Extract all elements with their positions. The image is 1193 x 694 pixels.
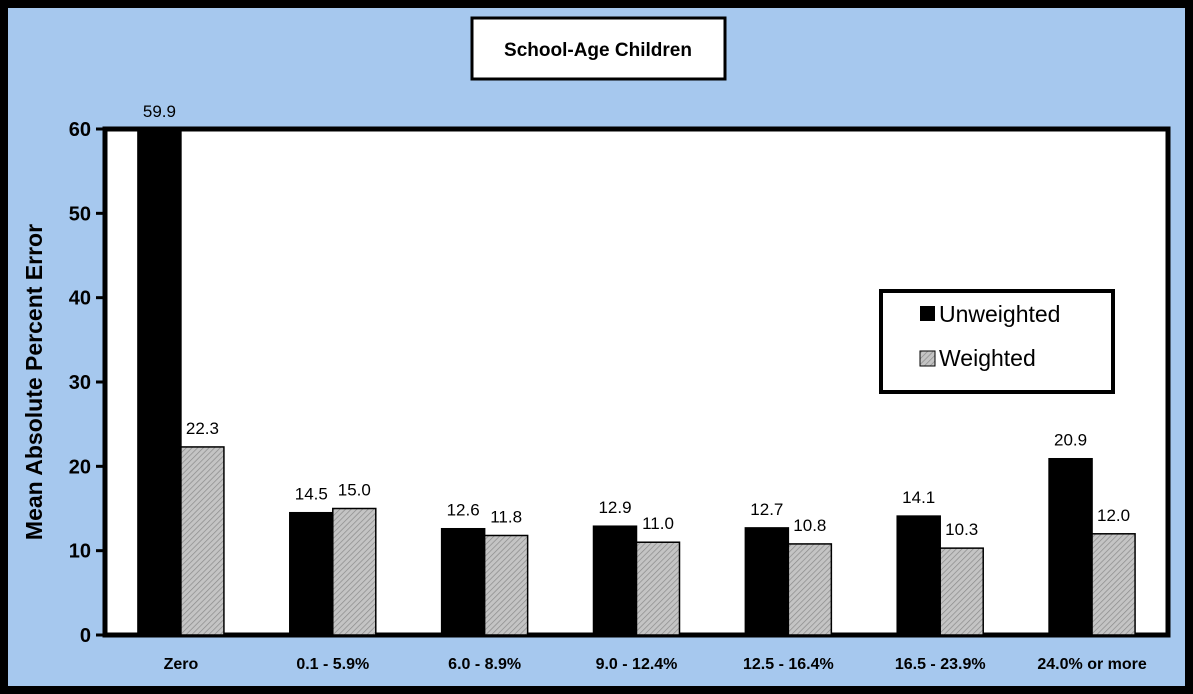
value-label-weighted: 10.3 — [945, 520, 978, 539]
y-axis: 0 10 20 30 40 50 60 — [69, 119, 105, 647]
legend-label-weighted: Weighted — [939, 345, 1036, 371]
bar-unweighted — [896, 515, 941, 636]
bar-weighted — [787, 543, 833, 636]
bar-unweighted — [744, 527, 790, 636]
y-tick-label: 60 — [69, 119, 91, 141]
legend: Unweighted Weighted — [879, 289, 1115, 394]
value-label-weighted: 11.0 — [642, 514, 674, 533]
y-tick-label: 0 — [80, 625, 91, 647]
value-label-weighted: 11.8 — [490, 507, 522, 526]
bar-unweighted — [137, 129, 182, 636]
bar-weighted — [1091, 533, 1136, 636]
bar-weighted — [635, 541, 681, 636]
x-tick-label: 24.0% or more — [1037, 656, 1146, 673]
value-label-unweighted: 12.6 — [447, 501, 480, 520]
x-tick-label: 16.5 - 23.9% — [895, 656, 986, 673]
value-label-weighted: 15.0 — [338, 481, 371, 500]
value-label-unweighted: 12.9 — [598, 498, 631, 517]
bar-weighted — [180, 446, 225, 636]
value-label-unweighted: 14.1 — [902, 488, 935, 507]
bar-unweighted — [1048, 457, 1093, 636]
bar-unweighted — [592, 525, 638, 636]
x-tick-label: 0.1 - 5.9% — [296, 656, 369, 673]
y-tick-label: 40 — [69, 288, 91, 310]
x-tick-label: 6.0 - 8.9% — [448, 656, 521, 673]
x-tick-label: 12.5 - 16.4% — [743, 656, 834, 673]
bar-unweighted — [440, 527, 486, 636]
x-tick-label: Zero — [164, 656, 199, 673]
legend-swatch-unweighted — [920, 306, 935, 321]
y-tick-label: 10 — [69, 541, 91, 563]
legend-swatch-weighted — [919, 350, 936, 367]
title-box: School-Age Children — [470, 16, 727, 81]
y-tick-label: 30 — [69, 372, 91, 394]
value-label-unweighted: 12.7 — [750, 500, 783, 519]
bars — [137, 129, 1136, 636]
value-label-unweighted: 59.9 — [143, 102, 176, 121]
legend-box — [879, 289, 1115, 394]
value-label-unweighted: 14.5 — [295, 485, 328, 504]
bar-unweighted — [289, 511, 334, 636]
value-label-unweighted: 20.9 — [1054, 431, 1087, 450]
y-tick-label: 20 — [69, 456, 91, 478]
bar-weighted — [939, 547, 984, 636]
value-label-weighted: 22.3 — [186, 419, 219, 438]
value-label-weighted: 10.8 — [793, 516, 826, 535]
x-tick-label: 9.0 - 12.4% — [596, 656, 678, 673]
bar-weighted — [332, 507, 377, 636]
bar-weighted — [483, 534, 529, 636]
y-axis-label: Mean Absolute Percent Error — [21, 224, 47, 540]
chart-title: School-Age Children — [504, 40, 692, 61]
value-labels: 59.9 22.3 14.5 15.0 12.6 11.8 12.9 11.0 12.7 10.8… — [143, 102, 1130, 539]
value-label-weighted: 12.0 — [1097, 506, 1130, 525]
y-tick-label: 50 — [69, 203, 91, 225]
x-axis: Zero 0.1 - 5.9% 6.0 - 8.9% 9.0 - 12.4% 12.5 … — [164, 656, 1147, 673]
legend-label-unweighted: Unweighted — [939, 301, 1060, 327]
